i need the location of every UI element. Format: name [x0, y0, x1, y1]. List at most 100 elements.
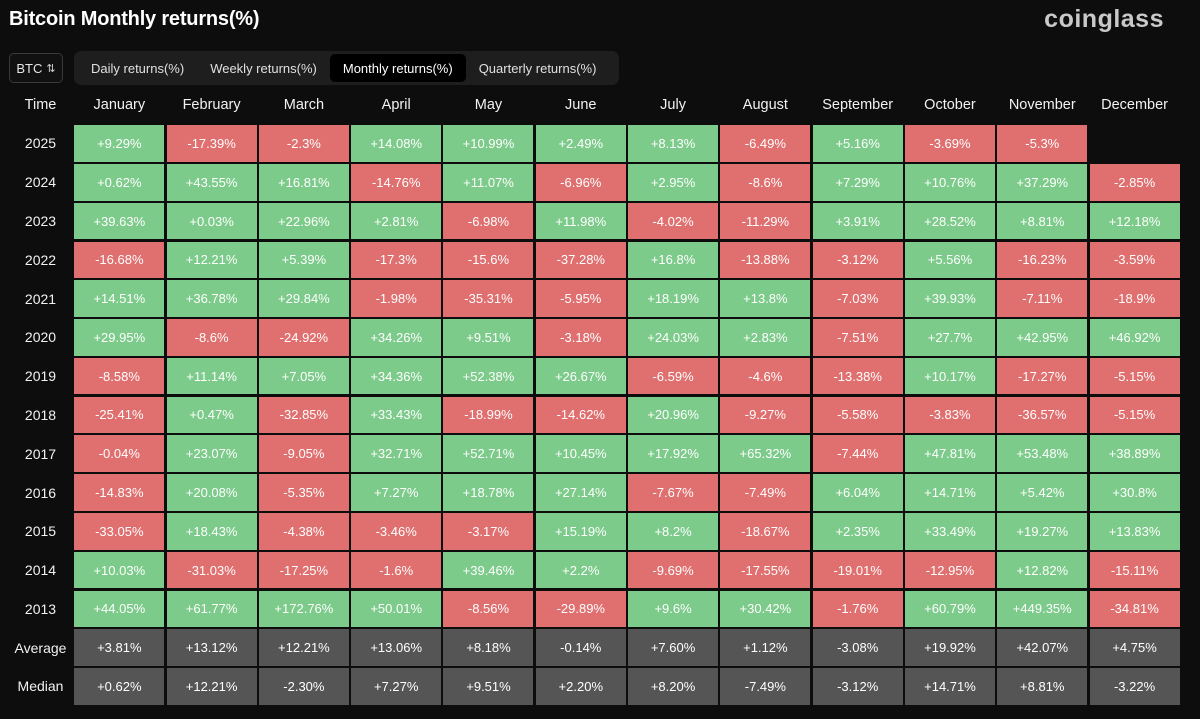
monthly-returns-table: Time January February March April May June July… — [9, 86, 1180, 705]
return-cell: +26.67% — [535, 357, 626, 395]
summary-cell: -3.12% — [812, 668, 903, 705]
tab-daily-returns[interactable]: Daily returns(%) — [91, 60, 185, 76]
return-cell: -8.58% — [74, 357, 165, 395]
summary-cell: +19.92% — [904, 629, 995, 666]
return-cell: -5.3% — [997, 125, 1088, 162]
summary-cell: +42.07% — [997, 629, 1088, 666]
row-label-summary: Average — [14, 639, 67, 656]
summary-cell: +13.12% — [166, 629, 257, 666]
return-cell: +28.52% — [904, 202, 995, 240]
summary-cell: -3.22% — [1089, 668, 1180, 705]
return-cell: +33.43% — [351, 396, 442, 434]
row-label-year: 2014 — [24, 562, 57, 579]
return-cell: +8.81% — [997, 202, 1088, 240]
return-cell: -8.6% — [166, 319, 257, 356]
return-cell: -36.57% — [997, 396, 1088, 434]
return-cell: +44.05% — [74, 590, 165, 628]
return-cell: -33.05% — [74, 513, 165, 550]
return-cell: +39.63% — [74, 202, 165, 240]
row-label-year: 2015 — [24, 523, 57, 540]
summary-cell: +13.06% — [351, 629, 442, 666]
return-cell: -32.85% — [258, 396, 349, 434]
return-cell: -11.29% — [720, 202, 811, 240]
return-cell: -17.25% — [258, 551, 349, 589]
summary-cell: +12.21% — [166, 668, 257, 705]
return-cell: -6.49% — [720, 125, 811, 162]
return-cell: +34.36% — [351, 357, 442, 395]
return-cell: +0.47% — [166, 396, 257, 434]
return-cell: +11.98% — [535, 202, 626, 240]
row-label-summary: Median — [17, 678, 64, 695]
header-month: July — [660, 96, 686, 113]
header-month: October — [924, 96, 976, 113]
return-cell: +16.8% — [628, 241, 719, 279]
return-cell: -16.23% — [997, 241, 1088, 279]
return-cell: -9.69% — [628, 551, 719, 589]
summary-cell: +1.12% — [720, 629, 811, 666]
returns-tabs: Daily returns(%) Weekly returns(%) Month… — [74, 51, 619, 85]
return-cell: -3.59% — [1089, 241, 1180, 279]
return-cell: +29.95% — [74, 319, 165, 356]
empty-cell — [1090, 125, 1180, 162]
return-cell: -3.83% — [904, 396, 995, 434]
return-cell: -4.6% — [720, 357, 811, 395]
row-label-year: 2024 — [24, 174, 57, 191]
return-cell: +27.7% — [904, 319, 995, 356]
return-cell: +7.05% — [258, 357, 349, 395]
return-cell: +18.43% — [166, 513, 257, 550]
return-cell: -25.41% — [74, 396, 165, 434]
return-cell: +10.17% — [904, 357, 995, 395]
return-cell: +11.07% — [443, 163, 534, 201]
return-cell: +39.46% — [443, 551, 534, 589]
return-cell: +14.51% — [74, 280, 165, 317]
return-cell: +2.95% — [628, 163, 719, 201]
return-cell: -4.02% — [628, 202, 719, 240]
return-cell: +50.01% — [351, 590, 442, 628]
return-cell: -8.6% — [720, 163, 811, 201]
tab-monthly-returns[interactable]: Monthly returns(%) — [329, 54, 466, 82]
return-cell: +52.38% — [443, 357, 534, 395]
header-month: April — [381, 96, 411, 113]
row-label-year: 2022 — [24, 251, 57, 268]
summary-cell: +0.62% — [74, 668, 165, 705]
return-cell: +47.81% — [904, 435, 995, 473]
return-cell: +5.39% — [258, 241, 349, 279]
summary-cell: +14.71% — [904, 668, 995, 705]
return-cell: -6.59% — [628, 357, 719, 395]
summary-cell: +9.51% — [443, 668, 534, 705]
asset-select[interactable]: BTC ⇅ — [9, 53, 63, 83]
return-cell: -7.67% — [628, 474, 719, 511]
return-cell: +7.27% — [351, 474, 442, 511]
return-cell: -19.01% — [812, 551, 903, 589]
return-cell: +19.27% — [997, 513, 1088, 550]
return-cell: -18.9% — [1089, 280, 1180, 317]
return-cell: -7.03% — [812, 280, 903, 317]
tab-weekly-returns[interactable]: Weekly returns(%) — [210, 60, 317, 76]
header-month: March — [283, 96, 325, 113]
summary-cell: +7.60% — [628, 629, 719, 666]
return-cell: -2.85% — [1089, 163, 1180, 201]
return-cell: +18.78% — [443, 474, 534, 511]
return-cell: +38.89% — [1089, 435, 1180, 473]
coinglass-logo: coinglass — [1044, 5, 1164, 33]
summary-cell: +12.21% — [258, 629, 349, 666]
return-cell: +449.35% — [997, 590, 1088, 628]
return-cell: -3.12% — [812, 241, 903, 279]
row-label-year: 2020 — [24, 329, 57, 346]
return-cell: +17.92% — [628, 435, 719, 473]
return-cell: +52.71% — [443, 435, 534, 473]
summary-cell: -7.49% — [720, 668, 811, 705]
tab-quarterly-returns[interactable]: Quarterly returns(%) — [478, 60, 597, 76]
return-cell: +22.96% — [258, 202, 349, 240]
return-cell: -0.04% — [74, 435, 165, 473]
return-cell: -5.35% — [258, 474, 349, 511]
return-cell: +46.92% — [1089, 319, 1180, 356]
return-cell: -3.46% — [351, 513, 442, 550]
page-title: Bitcoin Monthly returns(%) — [9, 8, 260, 30]
summary-cell: +7.27% — [351, 668, 442, 705]
return-cell: +60.79% — [904, 590, 995, 628]
return-cell: -24.92% — [258, 319, 349, 356]
summary-cell: -0.14% — [535, 629, 626, 666]
return-cell: -7.51% — [812, 319, 903, 356]
return-cell: -6.98% — [443, 202, 534, 240]
